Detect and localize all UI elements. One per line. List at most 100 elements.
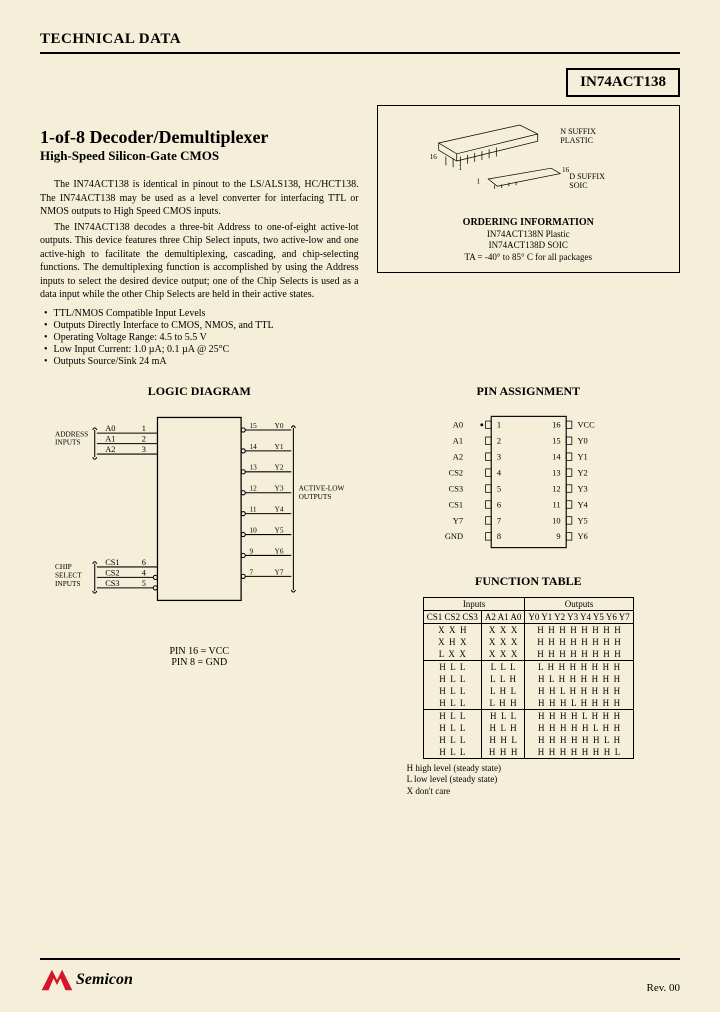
legend-x: X don't care — [407, 786, 680, 798]
svg-text:6: 6 — [142, 557, 146, 566]
svg-text:4: 4 — [496, 467, 501, 477]
page-footer: Semicon Rev. 00 — [40, 958, 680, 994]
svg-text:7: 7 — [249, 567, 253, 576]
svg-text:3: 3 — [496, 451, 500, 461]
svg-text:Y1: Y1 — [577, 451, 587, 461]
company-name: Semicon — [76, 971, 133, 989]
pin-note: PIN 16 = VCC PIN 8 = GND — [40, 646, 359, 668]
ordering-heading: ORDERING INFORMATION — [388, 216, 669, 229]
svg-text:Y7: Y7 — [452, 515, 462, 525]
part-number-box: IN74ACT138 — [566, 68, 680, 97]
table-row: H L LL H HH H H L H H H H — [423, 697, 633, 710]
svg-text:13: 13 — [552, 467, 560, 477]
ordering-line: IN74ACT138D SOIC — [388, 240, 669, 252]
logic-column: LOGIC DIAGRAM ADDRESS INPUTS A01 A12 A23… — [40, 372, 359, 798]
legend-l: L low level (steady state) — [407, 774, 680, 786]
mid-columns: LOGIC DIAGRAM ADDRESS INPUTS A01 A12 A23… — [40, 372, 680, 798]
logo-icon — [40, 966, 74, 994]
list-item: Operating Voltage Range: 4.5 to 5.5 V — [44, 332, 359, 343]
svg-text:2: 2 — [142, 434, 146, 443]
pin-diagram: A0116VCCA1215Y0A2314Y1CS2413Y2CS3512Y3CS… — [377, 407, 680, 557]
page-subtitle: High-Speed Silicon-Gate CMOS — [40, 148, 359, 164]
th-outputs: Outputs — [525, 597, 633, 610]
svg-text:A1: A1 — [105, 434, 115, 443]
svg-text:11: 11 — [552, 499, 560, 509]
svg-text:5: 5 — [496, 483, 500, 493]
package-diagram: N SUFFIX PLASTIC 16 1 1 16 D SUFFIX SOIC — [388, 116, 669, 206]
svg-text:9: 9 — [249, 546, 253, 555]
right-column: N SUFFIX PLASTIC 16 1 1 16 D SUFFIX SOIC… — [377, 105, 680, 368]
svg-text:12: 12 — [249, 483, 257, 492]
table-row: L X XX X XH H H H H H H H — [423, 648, 633, 661]
svg-text:Y3: Y3 — [577, 483, 587, 493]
svg-text:15: 15 — [552, 435, 560, 445]
th-addr: A2 A1 A0 — [481, 610, 525, 623]
svg-text:1: 1 — [458, 164, 462, 172]
func-heading: FUNCTION TABLE — [377, 574, 680, 589]
svg-text:Y4: Y4 — [577, 499, 588, 509]
svg-text:GND: GND — [444, 531, 462, 541]
svg-text:1: 1 — [142, 424, 146, 433]
svg-text:OUTPUTS: OUTPUTS — [299, 492, 332, 501]
svg-text:A0: A0 — [452, 419, 462, 429]
svg-text:5: 5 — [142, 578, 146, 587]
top-columns: 1-of-8 Decoder/Demultiplexer High-Speed … — [40, 105, 680, 368]
page-title: 1-of-8 Decoder/Demultiplexer — [40, 127, 359, 148]
ordering-temp: TA = -40° to 85° C for all packages — [388, 252, 669, 264]
legend: H high level (steady state) L low level … — [407, 763, 680, 798]
svg-text:A1: A1 — [452, 435, 462, 445]
table-row: H L LL L HH L H H H H H H — [423, 673, 633, 685]
svg-text:11: 11 — [249, 504, 256, 513]
svg-text:Y0: Y0 — [275, 420, 284, 429]
body-text: The IN74ACT138 is identical in pinout to… — [40, 178, 359, 302]
page-header: TECHNICAL DATA — [40, 30, 680, 54]
svg-text:VCC: VCC — [577, 419, 595, 429]
logic-diagram: ADDRESS INPUTS A01 A12 A23 CHIP SELECT I… — [40, 407, 359, 637]
th-inputs: Inputs — [423, 597, 525, 610]
svg-text:A2: A2 — [105, 444, 115, 453]
svg-text:Y0: Y0 — [577, 435, 587, 445]
svg-text:10: 10 — [552, 515, 560, 525]
svg-text:7: 7 — [496, 515, 500, 525]
ordering-line: IN74ACT138N Plastic — [388, 229, 669, 241]
svg-text:14: 14 — [552, 451, 561, 461]
revision: Rev. 00 — [646, 982, 680, 994]
svg-text:CS3: CS3 — [448, 483, 463, 493]
svg-text:3: 3 — [142, 444, 146, 453]
ordering-info: ORDERING INFORMATION IN74ACT138N Plastic… — [388, 216, 669, 264]
logic-heading: LOGIC DIAGRAM — [40, 384, 359, 399]
svg-text:INPUTS: INPUTS — [55, 437, 81, 446]
svg-text:4: 4 — [142, 568, 147, 577]
svg-text:15: 15 — [249, 420, 257, 429]
th-out: Y0 Y1 Y2 Y3 Y4 Y5 Y6 Y7 — [525, 610, 633, 623]
table-row: H L LH L HH H H H H L H H — [423, 722, 633, 734]
table-row: H L LH H LH H H H H H L H — [423, 734, 633, 746]
svg-text:A2: A2 — [452, 451, 462, 461]
table-row: X H XX X XH H H H H H H H — [423, 636, 633, 648]
paragraph: The IN74ACT138 decodes a three-bit Addre… — [40, 221, 359, 302]
svg-text:13: 13 — [249, 462, 257, 471]
paragraph: The IN74ACT138 is identical in pinout to… — [40, 178, 359, 219]
svg-text:CS1: CS1 — [448, 499, 463, 509]
svg-text:1: 1 — [476, 178, 480, 186]
table-row: H L LH H HH H H H H H H L — [423, 746, 633, 759]
header-label: TECHNICAL DATA — [40, 31, 181, 47]
svg-text:A0: A0 — [105, 424, 115, 433]
svg-text:Y6: Y6 — [577, 531, 587, 541]
table-row: H L LH L LH H H H L H H H — [423, 709, 633, 722]
svg-text:6: 6 — [496, 499, 500, 509]
svg-text:Y2: Y2 — [275, 462, 284, 471]
svg-text:16: 16 — [552, 419, 560, 429]
feature-list: TTL/NMOS Compatible Input Levels Outputs… — [44, 308, 359, 367]
package-box: N SUFFIX PLASTIC 16 1 1 16 D SUFFIX SOIC… — [377, 105, 680, 273]
svg-text:9: 9 — [556, 531, 560, 541]
svg-text:Y6: Y6 — [275, 546, 284, 555]
list-item: TTL/NMOS Compatible Input Levels — [44, 308, 359, 319]
left-column: 1-of-8 Decoder/Demultiplexer High-Speed … — [40, 105, 359, 368]
svg-text:D SUFFIX: D SUFFIX — [569, 172, 605, 181]
svg-text:CS1: CS1 — [105, 557, 119, 566]
svg-text:10: 10 — [249, 525, 257, 534]
list-item: Low Input Current: 1.0 µA; 0.1 µA @ 25°C — [44, 344, 359, 355]
pin-func-column: PIN ASSIGNMENT A0116VCCA1215Y0A2314Y1CS2… — [377, 372, 680, 798]
svg-text:1: 1 — [496, 419, 500, 429]
